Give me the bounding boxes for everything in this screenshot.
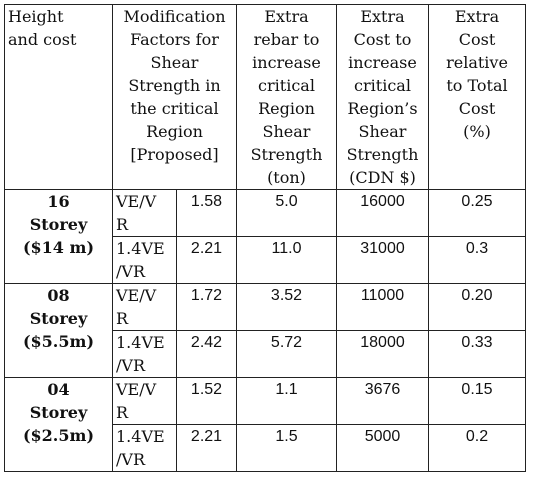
group-label-04-storey: 04 Storey ($2.5m) [4, 377, 113, 472]
group-label-08-storey: 08 Storey ($5.5m) [4, 283, 113, 378]
extra-cost-value: 3676 [336, 377, 429, 425]
extra-rebar-value: 1.1 [236, 377, 337, 425]
header-modification-factors: Modification Factors for Shear Strength … [112, 4, 237, 190]
extra-cost-percent: 0.25 [428, 189, 526, 237]
extra-cost-value: 5000 [336, 424, 429, 472]
extra-cost-percent: 0.3 [428, 236, 526, 284]
factor-value: 1.72 [176, 283, 237, 331]
header-height-cost: Height and cost [4, 4, 113, 190]
extra-cost-percent: 0.15 [428, 377, 526, 425]
extra-cost-value: 16000 [336, 189, 429, 237]
extra-rebar-value: 3.52 [236, 283, 337, 331]
header-extra-rebar: Extra rebar to increase critical Region … [236, 4, 337, 190]
extra-cost-value: 11000 [336, 283, 429, 331]
extra-rebar-value: 5.72 [236, 330, 337, 378]
extra-cost-percent: 0.20 [428, 283, 526, 331]
cost-table: Height and cost Modification Factors for… [4, 4, 526, 472]
factor-value: 1.58 [176, 189, 237, 237]
factor-label: VE/V R [112, 283, 177, 331]
factor-label: 1.4VE /VR [112, 424, 177, 472]
header-extra-cost-relative: Extra Cost relative to Total Cost (%) [428, 4, 526, 190]
factor-value: 1.52 [176, 377, 237, 425]
extra-cost-percent: 0.33 [428, 330, 526, 378]
table-row: 1.4VE /VR 2.21 11.0 31000 0.3 [5, 236, 526, 284]
factor-label: VE/V R [112, 377, 177, 425]
table-row: 1.4VE /VR 2.21 1.5 5000 0.2 [5, 424, 526, 472]
factor-value: 2.42 [176, 330, 237, 378]
extra-cost-value: 18000 [336, 330, 429, 378]
extra-rebar-value: 5.0 [236, 189, 337, 237]
header-row: Height and cost Modification Factors for… [4, 4, 526, 190]
extra-cost-percent: 0.2 [428, 424, 526, 472]
table-row: 16 Storey ($14 m) VE/V R 1.58 5.0 16000 … [4, 189, 526, 284]
factor-value: 2.21 [176, 424, 237, 472]
group-label-16-storey: 16 Storey ($14 m) [4, 189, 113, 284]
extra-rebar-value: 1.5 [236, 424, 337, 472]
table-row: 04 Storey ($2.5m) VE/V R 1.52 1.1 3676 0… [4, 377, 526, 472]
extra-cost-value: 31000 [336, 236, 429, 284]
extra-rebar-value: 11.0 [236, 236, 337, 284]
table-row: 1.4VE /VR 2.42 5.72 18000 0.33 [5, 330, 526, 378]
factor-label: 1.4VE /VR [112, 236, 177, 284]
header-extra-cost: Extra Cost to increase critical Region’s… [336, 4, 429, 190]
factor-label: VE/V R [112, 189, 177, 237]
factor-value: 2.21 [176, 236, 237, 284]
table-row: 08 Storey ($5.5m) VE/V R 1.72 3.52 11000… [4, 283, 526, 378]
factor-label: 1.4VE /VR [112, 330, 177, 378]
